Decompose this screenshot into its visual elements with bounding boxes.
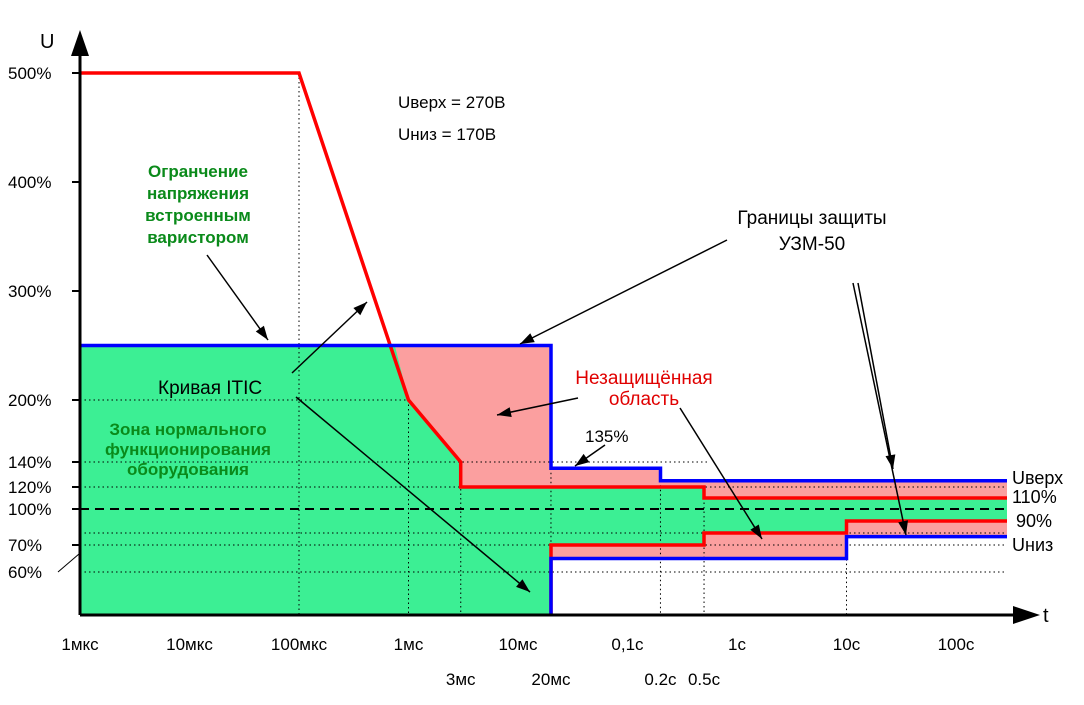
y-tick-label: 500% — [8, 64, 51, 83]
pointer-arrow-head — [750, 524, 762, 539]
y-axis-arrow — [71, 30, 89, 56]
normal-zone-label-3: оборудования — [127, 460, 249, 479]
x-tick-label: 100с — [938, 635, 975, 654]
right-label-110: 110% — [1012, 487, 1057, 507]
x-tick-label: 1мкс — [61, 635, 99, 654]
varistor-label-4: варистором — [147, 228, 249, 247]
right-label-90: 90% — [1016, 511, 1052, 531]
x-tick-label: 100мкс — [271, 635, 328, 654]
pointer-arrow-head — [255, 325, 268, 340]
y-tick-label: 100% — [8, 500, 51, 519]
y-tick-label: 400% — [8, 173, 51, 192]
protection-upper-curve — [80, 343, 1007, 483]
x-tick-labels: 1мкс 10мкс 100мкс 1мс 10мс 0,1с 1с 10с 100с 3мс 20… — [61, 635, 975, 689]
x-extra-tick-label: 0.2с — [644, 670, 677, 689]
y-tick-label: 200% — [8, 391, 51, 410]
x-axis-name: t — [1043, 605, 1049, 627]
pointer-arrow-head — [497, 407, 512, 418]
y-tick-label: 300% — [8, 282, 51, 301]
pointer-arrow-head — [516, 579, 530, 592]
itic-upper-curve — [80, 71, 1007, 500]
x-extra-tick-label: 20мс — [531, 670, 571, 689]
protection-label-2: УЗМ-50 — [779, 234, 845, 255]
y-tick-leader — [57, 552, 81, 573]
right-label-lower: Uниз — [1012, 535, 1053, 555]
varistor-label-1: Огранчение — [148, 162, 248, 181]
pointer-arrow-line — [291, 301, 368, 374]
x-tick-label: 1мс — [394, 635, 424, 654]
itic-lower-curve — [549, 519, 1007, 615]
pointer-arrow-line — [295, 396, 531, 593]
pointer-arrow-head — [520, 333, 535, 344]
u-upper-note: Uверх = 270В — [398, 93, 505, 112]
varistor-label-3: встроенным — [145, 206, 251, 225]
unprotected-label-2: область — [609, 389, 679, 410]
y-tick-label: 70% — [8, 536, 42, 555]
protection-label-1: Границы защиты — [737, 208, 886, 229]
protection-lower-curve — [549, 534, 1007, 615]
x-extra-tick-label: 0.5с — [688, 670, 721, 689]
x-tick-label: 10мкс — [166, 635, 213, 654]
pointer-arrow-line — [519, 239, 728, 345]
y-tick-label: 120% — [8, 478, 51, 497]
pointer-arrow-head — [353, 302, 367, 316]
normal-zone-label-1: Зона нормального — [109, 420, 266, 439]
unprotected-label-1: Незащищённая — [575, 368, 712, 389]
unprotected-area-upper — [394, 345, 551, 487]
y-tick-label: 140% — [8, 453, 51, 472]
y-axis-name: U — [40, 31, 54, 53]
y-tick-label: 60% — [8, 563, 42, 582]
right-label-upper: Uверх — [1012, 468, 1063, 488]
x-axis-arrow — [1013, 606, 1040, 624]
pointer-arrow-line — [206, 254, 269, 341]
u-lower-note: Uниз = 170В — [398, 125, 496, 144]
x-tick-label: 1с — [728, 635, 746, 654]
unprotected-area-right-upper — [551, 468, 1007, 498]
pointer-arrow-line — [852, 282, 907, 536]
y-tick-labels: 500% 400% 300% 200% 140% 120% 100% 70% 60% — [8, 64, 81, 582]
x-tick-label: 10мс — [498, 635, 538, 654]
pointer-arrow-head — [575, 453, 590, 466]
pointer-arrows — [206, 239, 909, 593]
varistor-label-2: напряжения — [147, 184, 249, 203]
normal-zone-label-2: функционирования — [105, 440, 271, 459]
itic-label: Кривая ITIC — [158, 378, 262, 399]
x-tick-label: 10с — [833, 635, 861, 654]
x-tick-label: 0,1с — [611, 635, 644, 654]
unprotected-area-lower — [551, 521, 1007, 559]
pointer-arrow-line — [857, 282, 894, 470]
pointer-arrow-head — [898, 520, 909, 535]
pointer-arrow-line — [679, 407, 763, 540]
level-135-label: 135% — [585, 427, 628, 446]
x-extra-tick-label: 3мс — [446, 670, 476, 689]
